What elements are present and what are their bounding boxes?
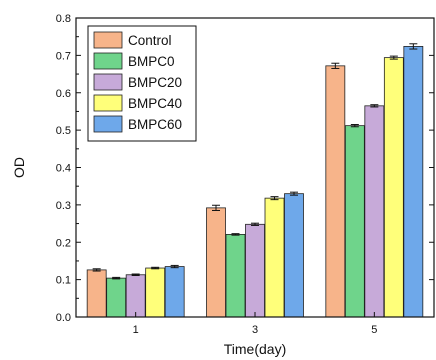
y-tick-label: 0.7: [56, 50, 71, 62]
bar: [164, 266, 185, 318]
legend-label: BMPC0: [128, 54, 175, 69]
bar: [245, 223, 265, 318]
bar: [106, 277, 127, 318]
legend-swatch: [93, 52, 123, 70]
legend: Control BMPC0 BMPC20 BMPC40 BMPC60: [87, 25, 197, 142]
bar: [284, 193, 304, 318]
bar: [403, 46, 424, 318]
bar: [86, 269, 107, 318]
bar: [145, 267, 166, 318]
legend-label: BMPC20: [128, 75, 182, 90]
y-tick-label: 0.6: [56, 88, 71, 100]
bar: [325, 65, 346, 318]
bar: [125, 274, 146, 318]
legend-swatch: [93, 115, 123, 133]
y-tick-label: 0.1: [56, 275, 71, 287]
x-tick-label: 1: [133, 324, 139, 336]
legend-label: BMPC40: [128, 96, 182, 111]
y-tick-label: 0.3: [56, 200, 71, 212]
bar: [383, 57, 404, 318]
y-tick-label: 0.8: [56, 13, 71, 25]
legend-label: BMPC60: [128, 117, 182, 132]
plot-area: [86, 43, 424, 318]
bar: [344, 125, 365, 318]
y-tick-label: 0.4: [56, 163, 71, 175]
y-tick-label: 0.2: [56, 237, 71, 249]
y-tick-label: 0.0: [56, 312, 71, 324]
legend-swatch: [93, 94, 123, 112]
x-axis-title: Time(day): [224, 341, 287, 357]
bar: [264, 197, 285, 318]
legend-swatch: [93, 73, 123, 91]
y-axis-title: OD: [11, 157, 27, 178]
y-tick-label: 0.5: [56, 125, 71, 137]
legend-label: Control: [128, 33, 172, 48]
bar: [364, 105, 385, 318]
x-tick-label: 5: [371, 324, 377, 336]
bar: [206, 207, 226, 318]
bar: [225, 234, 246, 318]
axes: 0.0 0.1 0.2 0.3 0.4 0.5 0.6 0.7 0.8 1 3 5: [56, 13, 435, 336]
legend-swatch: [93, 31, 123, 49]
x-tick-label: 3: [252, 324, 258, 336]
